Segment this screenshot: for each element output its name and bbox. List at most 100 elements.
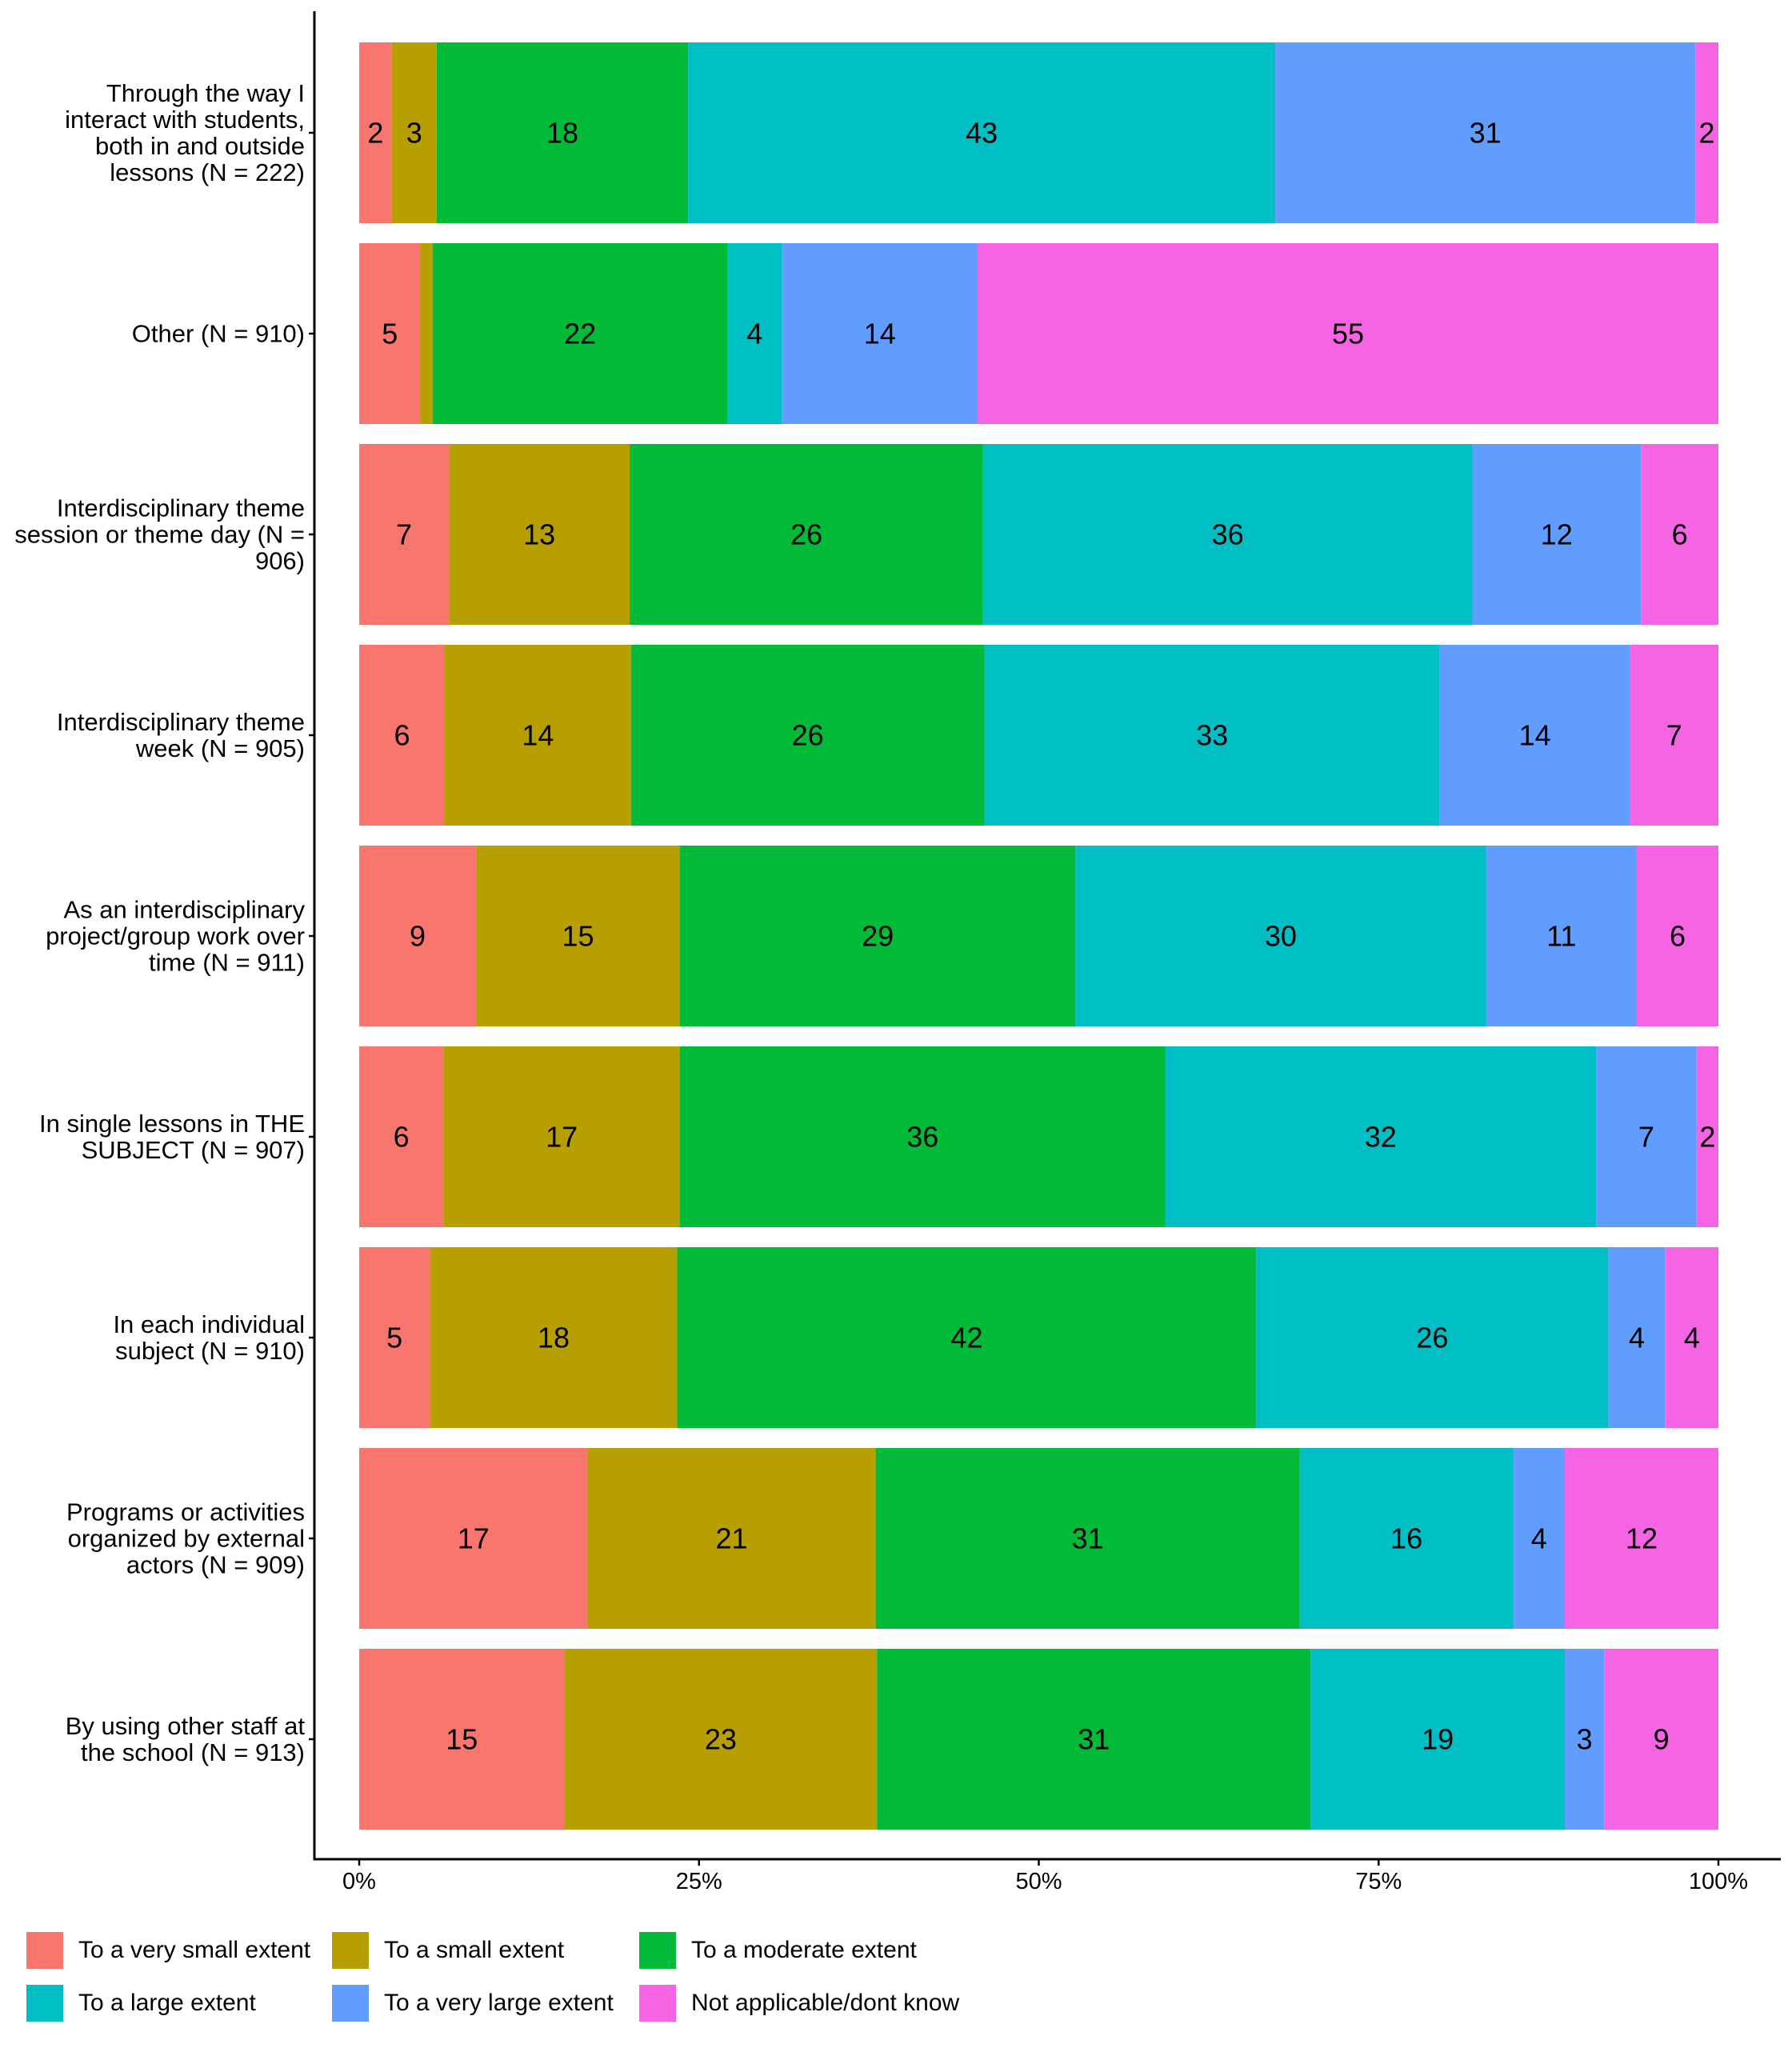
bar-segment	[1696, 1046, 1718, 1227]
x-tick-label: 25%	[676, 1869, 722, 1894]
legend-item-not-applicable: Not applicable/dont know	[639, 1985, 959, 2022]
legend-label-not-applicable: Not applicable/dont know	[691, 1990, 960, 2016]
segment-value-label: 26	[1416, 1322, 1448, 1354]
segment-value-label: 14	[522, 719, 554, 752]
segment-value-label: 36	[906, 1121, 938, 1154]
segment-value-label: 9	[1654, 1723, 1670, 1756]
segment-value-label: 26	[792, 719, 824, 752]
legend-key-moderate	[639, 1932, 676, 1969]
bar-segment	[875, 1448, 1300, 1629]
segment-value-label: 33	[1196, 719, 1228, 752]
bar-segment	[1472, 444, 1642, 625]
segment-value-label: 11	[1546, 920, 1576, 953]
segment-value-label: 13	[523, 518, 555, 551]
category-label: Programs or activities organized by exter…	[66, 1498, 305, 1579]
segment-value-label: 21	[716, 1522, 748, 1555]
bar-segment	[391, 42, 437, 223]
bar-segment	[679, 846, 1076, 1026]
bar-segment	[679, 1046, 1166, 1227]
bar-segment	[1275, 42, 1696, 223]
bar-segment	[1641, 444, 1718, 625]
category-label: Interdisciplinary theme week (N = 905)	[57, 708, 305, 762]
legend-label-small: To a small extent	[384, 1937, 565, 1963]
bar-segment	[359, 42, 392, 223]
bar-segment	[359, 1649, 565, 1830]
bar-segment	[359, 1448, 588, 1629]
segment-value-label: 31	[1078, 1723, 1110, 1756]
legend-item-moderate: To a moderate extent	[639, 1932, 917, 1969]
segment-value-label: 2	[367, 117, 383, 150]
bar-segment	[476, 846, 680, 1026]
legend-label-very-small: To a very small extent	[78, 1937, 311, 1963]
bar-segment	[445, 645, 631, 826]
bar-segment	[359, 444, 450, 625]
segment-value-label: 7	[1666, 719, 1682, 752]
segment-value-label: 55	[1332, 318, 1364, 350]
segment-value-label: 14	[1519, 719, 1551, 752]
bar-segment	[564, 1649, 878, 1830]
segment-value-label: 5	[386, 1322, 402, 1354]
category-label: By using other staff at the school (N = 9…	[66, 1712, 306, 1766]
segment-value-label: 29	[862, 920, 894, 953]
bar-segment	[1608, 1247, 1666, 1428]
bar-segment	[677, 1247, 1257, 1428]
category-label: In each individual subject (N = 910)	[113, 1310, 305, 1365]
bar-segment	[359, 645, 446, 826]
segment-value-label: 3	[1577, 1723, 1593, 1756]
segment-value-label: 7	[396, 518, 412, 551]
bar-segment	[1299, 1448, 1514, 1629]
bar-segment	[449, 444, 630, 625]
segment-value-label: 23	[705, 1723, 737, 1756]
legend-key-large	[26, 1985, 63, 2022]
legend-key-very-large	[332, 1985, 369, 2022]
segment-value-label: 31	[1072, 1522, 1104, 1555]
segment-value-label: 18	[546, 117, 578, 150]
segment-value-label: 6	[1670, 920, 1686, 953]
bar-segment	[359, 1046, 444, 1227]
bar-segment	[877, 1649, 1311, 1830]
bar-segment	[630, 645, 985, 826]
bar-segment	[359, 243, 421, 424]
bar-segment	[1637, 846, 1718, 1026]
legend-key-not-applicable	[639, 1985, 676, 2022]
bar-segment	[978, 243, 1718, 424]
segment-value-label: 14	[864, 318, 896, 350]
segment-value-label: 19	[1422, 1723, 1454, 1756]
legend-item-very-small: To a very small extent	[26, 1932, 310, 1969]
bar-segment	[359, 846, 477, 1026]
segment-value-label: 4	[1629, 1322, 1645, 1354]
segment-value-label: 12	[1541, 518, 1573, 551]
segment-value-label: 4	[1684, 1322, 1700, 1354]
segment-value-label: 42	[950, 1322, 982, 1354]
segment-value-label: 22	[564, 318, 596, 350]
bar-segment	[432, 243, 728, 424]
bar-segment	[1665, 1247, 1718, 1428]
bar-segment	[1310, 1649, 1566, 1830]
bar-segment	[430, 1247, 678, 1428]
bar-segment	[443, 1046, 680, 1227]
bar-segment	[727, 243, 782, 424]
segment-value-label: 31	[1470, 117, 1502, 150]
segment-value-label: 6	[394, 1121, 410, 1154]
bar-segment	[587, 1448, 876, 1629]
segment-value-label: 18	[538, 1322, 570, 1354]
bar-segment	[630, 444, 983, 625]
legend-label-very-large: To a very large extent	[384, 1990, 614, 2016]
category-label: Interdisciplinary theme session or theme …	[14, 494, 305, 575]
bar-segment	[1513, 1448, 1566, 1629]
segment-value-label: 5	[382, 318, 398, 350]
bar-segment	[1486, 846, 1638, 1026]
bar-segment	[359, 1247, 430, 1428]
x-tick-label: 75%	[1355, 1869, 1402, 1894]
bar-segment	[1256, 1247, 1609, 1428]
segment-value-label: 43	[966, 117, 998, 150]
segment-value-label: 6	[1672, 518, 1688, 551]
bar-segment	[1565, 1649, 1605, 1830]
segment-value-label: 16	[1390, 1522, 1422, 1555]
legend-label-large: To a large extent	[78, 1990, 256, 2016]
legend-key-very-small	[26, 1932, 63, 1969]
bar-segment	[782, 243, 978, 424]
